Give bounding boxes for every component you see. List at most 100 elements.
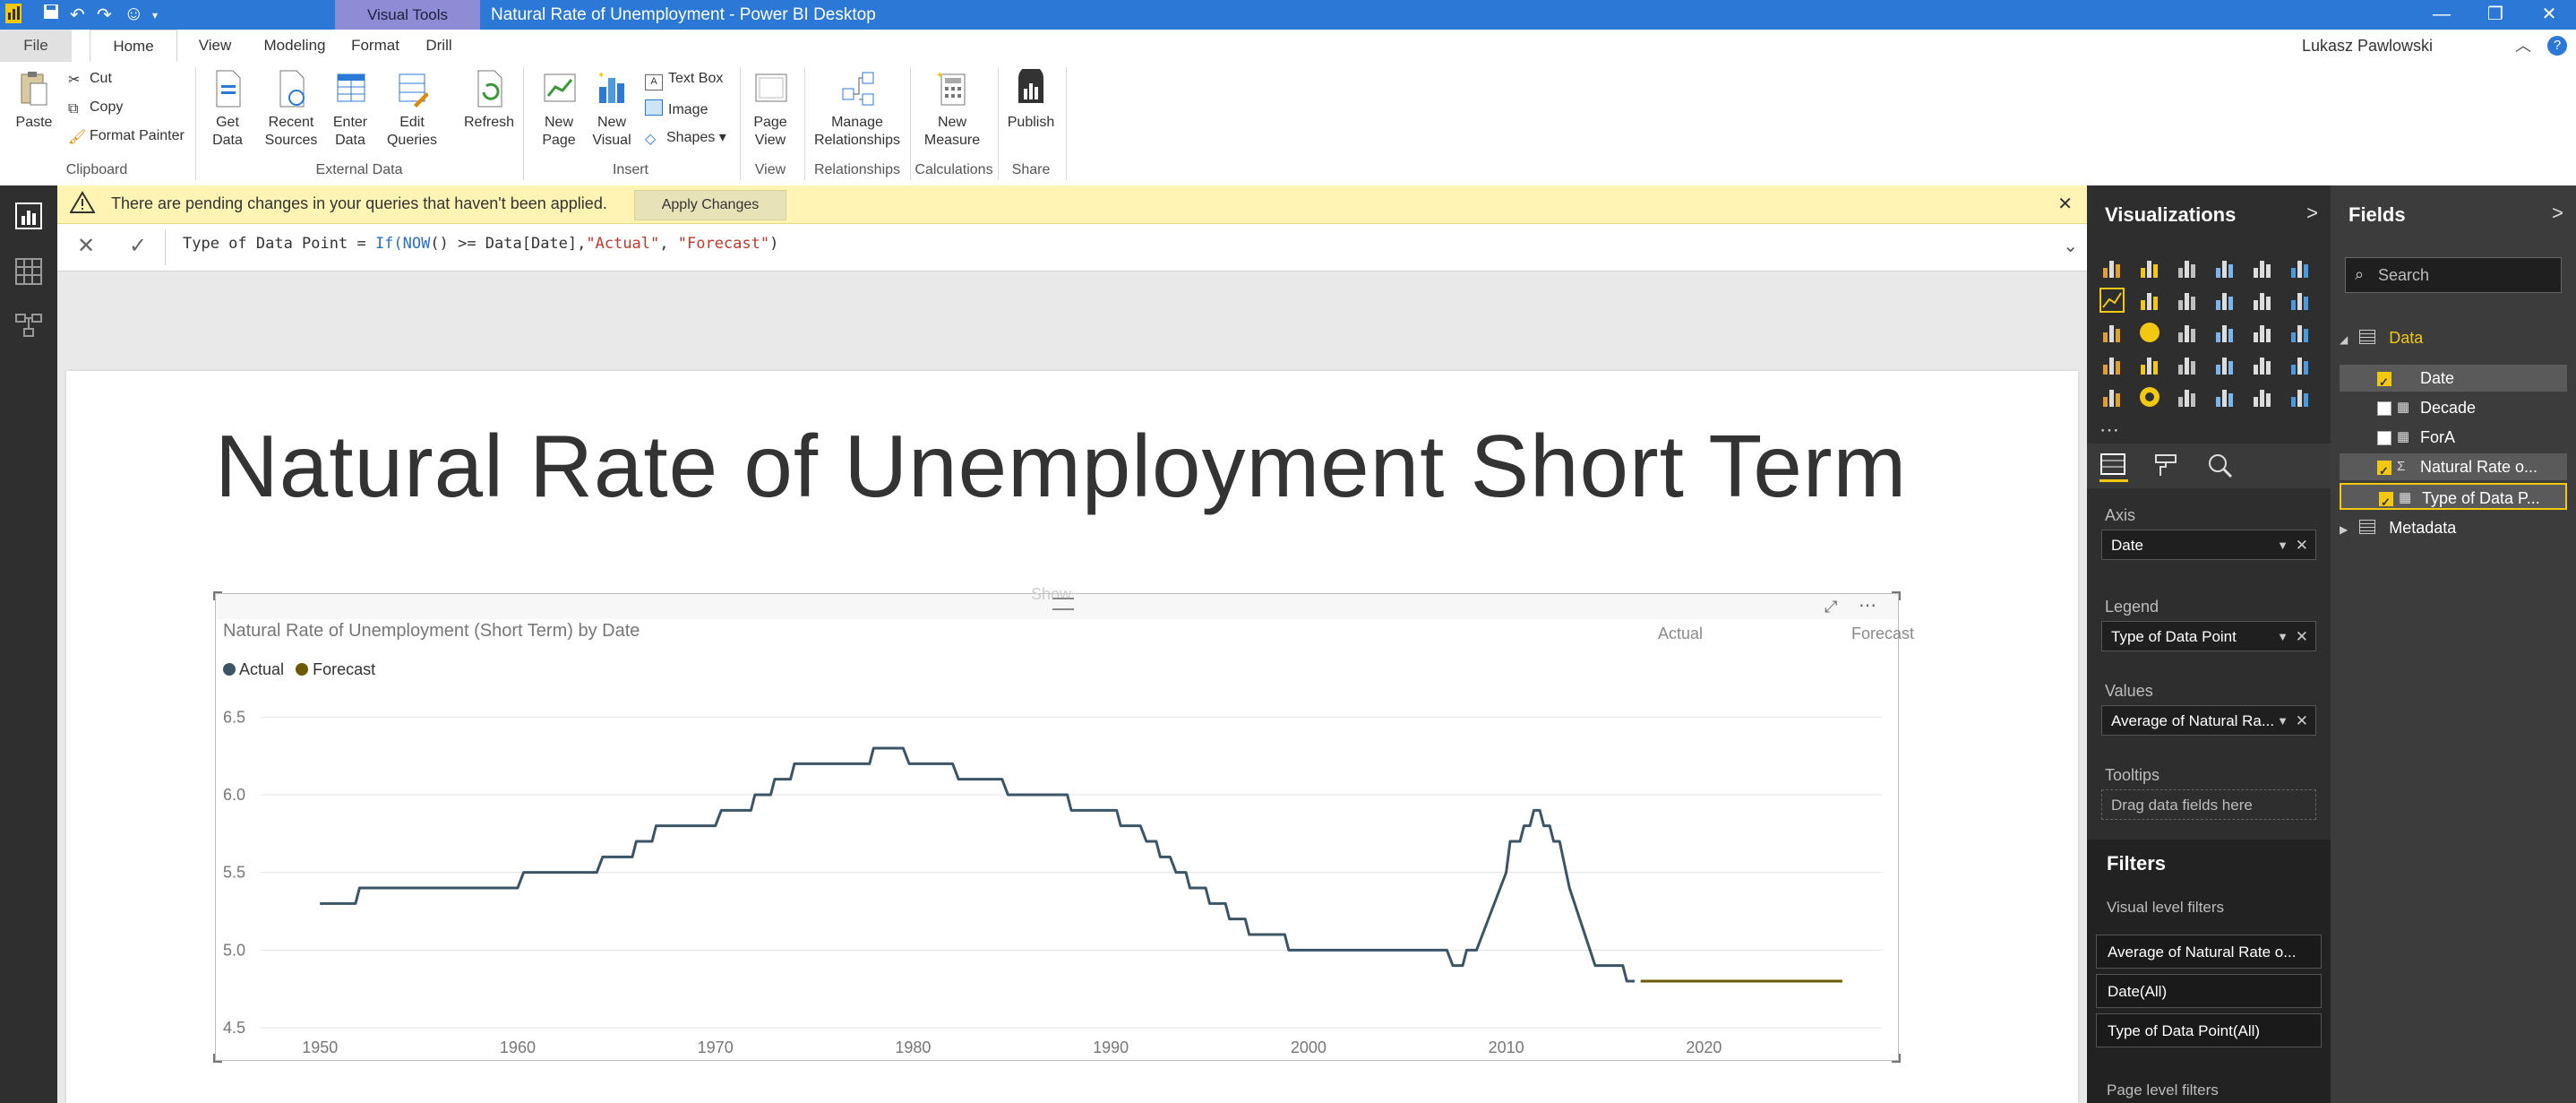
line-column-chart-icon[interactable] xyxy=(2212,288,2237,313)
legend-item-forecast[interactable]: Forecast xyxy=(313,660,376,678)
area-chart-icon[interactable] xyxy=(2137,288,2162,313)
chevron-down-icon[interactable]: ▼ xyxy=(2277,714,2288,728)
map-icon[interactable] xyxy=(2212,320,2237,345)
filter-type-of-data-point[interactable]: Type of Data Point(All) xyxy=(2096,1013,2322,1047)
stacked-bar-chart-icon[interactable] xyxy=(2099,255,2125,280)
relationships-view-icon[interactable] xyxy=(14,311,43,340)
stacked-column-chart-icon[interactable] xyxy=(2137,255,2162,280)
field-item[interactable]: Σ Natural Rate o... xyxy=(2340,453,2567,485)
globe-map-icon[interactable] xyxy=(2250,384,2275,409)
filter-average-natural-rate[interactable]: Average of Natural Rate o... xyxy=(2096,935,2322,969)
field-checkbox[interactable] xyxy=(2377,431,2391,445)
copy-button[interactable]: ⧉ Copy xyxy=(68,99,123,116)
publish-button[interactable]: Publish xyxy=(1003,65,1059,132)
cancel-formula-icon[interactable]: ✕ xyxy=(77,234,96,258)
card-icon[interactable] xyxy=(2250,352,2275,377)
remove-icon[interactable]: ✕ xyxy=(2295,537,2308,554)
line-chart-icon[interactable] xyxy=(2099,288,2125,313)
field-checkbox[interactable] xyxy=(2379,489,2393,516)
report-view-icon[interactable] xyxy=(14,202,43,230)
treemap-icon[interactable] xyxy=(2175,320,2200,345)
image-button[interactable]: Image xyxy=(645,99,708,118)
chevron-down-icon[interactable]: ▼ xyxy=(2277,630,2288,643)
cut-button[interactable]: ✂ Cut xyxy=(68,71,112,88)
axis-well[interactable]: Date ▼ ✕ xyxy=(2101,530,2316,560)
undo-icon[interactable]: ↶ xyxy=(70,5,85,25)
multi-row-card-icon[interactable] xyxy=(2212,352,2237,377)
minimize-button[interactable]: — xyxy=(2433,4,2451,24)
funnel-icon[interactable] xyxy=(2137,352,2162,377)
values-well[interactable]: Average of Natural Ra... ▼ ✕ xyxy=(2101,705,2316,736)
kpi-icon[interactable] xyxy=(2288,352,2313,377)
format-painter-button[interactable]: 🖌 Format Painter xyxy=(68,128,185,145)
tab-modeling[interactable]: Modeling xyxy=(263,37,326,54)
clustered-column-chart-icon[interactable] xyxy=(2212,255,2237,280)
chevron-down-icon[interactable]: ▼ xyxy=(2277,539,2288,552)
field-item[interactable]: ▦ ForA xyxy=(2340,424,2567,451)
close-window-button[interactable]: ✕ xyxy=(2541,4,2557,24)
collapse-ribbon-icon[interactable]: ︿ xyxy=(2515,37,2531,55)
filter-date[interactable]: Date(All) xyxy=(2096,974,2322,1008)
field-item[interactable]: ▦ Type of Data P... xyxy=(2340,483,2567,516)
more-options-icon[interactable]: ⋯ xyxy=(1859,596,1876,616)
r-script-visual-icon[interactable] xyxy=(2175,384,2200,409)
data-table-node[interactable]: ◢ Data xyxy=(2340,329,2423,348)
manage-relationships-button[interactable]: Manage Relationships xyxy=(810,69,905,150)
new-visual-button[interactable]: ✦ New Visual xyxy=(589,69,634,150)
tab-format[interactable]: Format xyxy=(351,37,399,54)
ribbon-chart-icon[interactable] xyxy=(2288,288,2313,313)
gauge-icon[interactable] xyxy=(2175,352,2200,377)
analytics-magnifier-icon[interactable] xyxy=(2207,452,2234,482)
data-view-icon[interactable] xyxy=(14,257,43,286)
series-line-actual[interactable] xyxy=(320,746,1636,983)
tab-file[interactable]: File xyxy=(0,30,72,62)
matrix-icon[interactable] xyxy=(2288,320,2313,345)
more-visuals-icon[interactable]: ⋯ xyxy=(2099,418,2119,441)
collapse-visualizations-icon[interactable]: > xyxy=(2306,202,2318,224)
fields-well-tab-icon[interactable] xyxy=(2099,452,2128,482)
collapse-fields-icon[interactable]: > xyxy=(2552,202,2563,224)
paste-button[interactable]: Paste xyxy=(7,69,61,132)
field-checkbox[interactable] xyxy=(2377,458,2391,485)
resize-handle[interactable] xyxy=(213,591,222,600)
recent-sources-button[interactable]: Recent Sources xyxy=(262,69,321,150)
tooltips-well[interactable]: Drag data fields here xyxy=(2101,789,2316,820)
table-visual-icon[interactable] xyxy=(2250,320,2275,345)
scatter-chart-icon[interactable] xyxy=(2099,320,2125,345)
legend-item-actual[interactable]: Actual xyxy=(239,660,285,678)
apply-changes-button[interactable]: Apply Changes xyxy=(634,190,786,220)
stacked-area-chart-icon[interactable] xyxy=(2175,288,2200,313)
enter-data-button[interactable]: Enter Data xyxy=(328,69,373,150)
line-clustered-column-icon[interactable] xyxy=(2250,288,2275,313)
tab-home[interactable]: Home xyxy=(90,30,177,63)
formula-input[interactable]: Type of Data Point = If(NOW() >= Data[Da… xyxy=(183,235,778,253)
text-box-button[interactable]: A Text Box xyxy=(645,71,723,90)
refresh-button[interactable]: Refresh xyxy=(462,69,516,132)
help-icon[interactable]: ? xyxy=(2547,36,2567,56)
fields-search-box[interactable]: ⌕ Search xyxy=(2345,257,2562,293)
format-paint-roller-icon[interactable] xyxy=(2153,452,2180,482)
field-item[interactable]: ▦ Decade xyxy=(2340,394,2567,421)
page-title[interactable]: Natural Rate of Unemployment Short Term xyxy=(215,417,1908,515)
filled-map-icon[interactable] xyxy=(2099,352,2125,377)
resize-handle[interactable] xyxy=(213,1054,222,1063)
customize-quick-access-icon[interactable]: ▾ xyxy=(152,9,159,22)
shape-map-icon[interactable] xyxy=(2212,384,2237,409)
legend-well[interactable]: Type of Data Point ▼ ✕ xyxy=(2101,621,2316,651)
expand-formula-icon[interactable]: ⌄ xyxy=(2063,237,2078,256)
new-page-button[interactable]: New Page xyxy=(534,69,584,150)
shapes-button[interactable]: ◇ Shapes ▾ xyxy=(645,130,726,147)
100-bar-chart-icon[interactable] xyxy=(2250,255,2275,280)
tab-view[interactable]: View xyxy=(198,37,232,54)
metadata-table-node[interactable]: ▶ Metadata xyxy=(2340,519,2456,538)
page-view-button[interactable]: Page View xyxy=(745,69,795,150)
user-name[interactable]: Lukasz Pawlowski xyxy=(2301,37,2433,55)
drag-handle-icon[interactable] xyxy=(1052,598,1074,610)
clustered-bar-chart-icon[interactable] xyxy=(2175,255,2200,280)
remove-icon[interactable]: ✕ xyxy=(2295,712,2308,729)
commit-formula-icon[interactable]: ✓ xyxy=(129,234,148,258)
focus-mode-icon[interactable]: ⤢ xyxy=(1825,598,1838,616)
get-data-button[interactable]: Get Data xyxy=(202,69,253,150)
pie-chart-icon[interactable] xyxy=(2137,320,2162,345)
field-item[interactable]: Date xyxy=(2340,365,2567,396)
